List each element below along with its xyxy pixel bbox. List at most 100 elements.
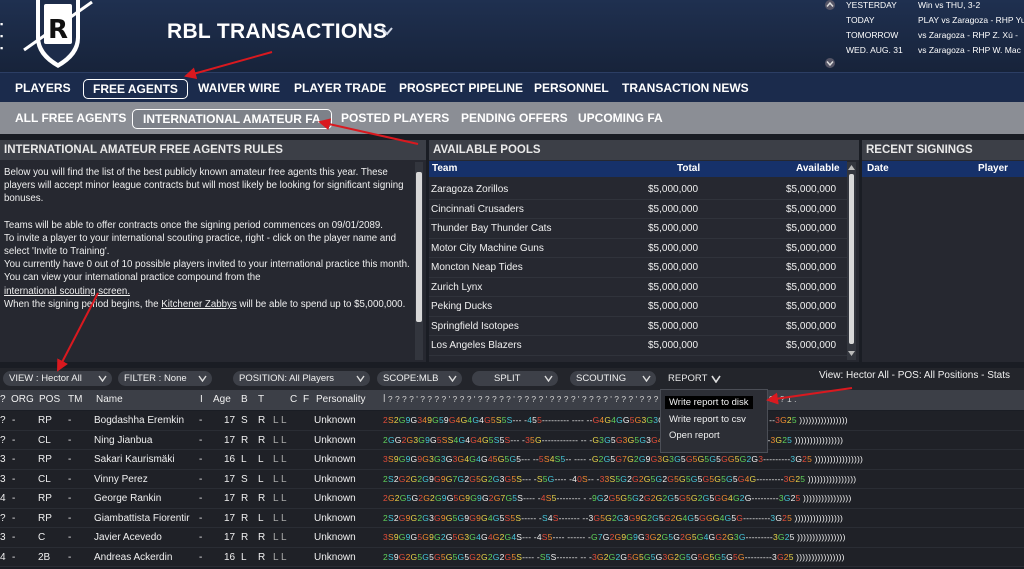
player-name[interactable]: Vinny Perez <box>94 473 148 485</box>
player-age: 17 <box>224 434 236 446</box>
table-row[interactable]: Motor City Machine Guns $5,000,000 $5,000,… <box>429 239 847 258</box>
schedule-row[interactable]: TOMORROW vs Zaragoza - RHP Z. Xú - <box>846 30 1018 40</box>
pool-total: $5,000,000 <box>648 340 699 351</box>
table-row[interactable]: Zaragoza Zorillos $5,000,000 $5,000,000 <box>429 180 847 200</box>
subtab-posted-players[interactable]: POSTED PLAYERS <box>341 111 450 125</box>
tab-free-agents[interactable]: FREE AGENTS <box>83 79 188 99</box>
col-team[interactable]: Team <box>432 163 458 174</box>
player-age: 17 <box>224 493 236 504</box>
scroll-up-icon[interactable] <box>824 0 836 10</box>
pools-scrollbar[interactable] <box>847 162 856 360</box>
table-row[interactable]: 3- CL - Vinny Perez -17 S L L L Unknown 2S2G2G2G9… <box>0 469 1024 489</box>
position-dropdown[interactable]: POSITION: All Players <box>233 371 370 386</box>
col-i[interactable]: I <box>200 394 203 405</box>
subtab-upcoming-fa[interactable]: UPCOMING FA <box>578 111 663 125</box>
scouting-dropdown[interactable]: SCOUTING <box>570 371 656 386</box>
player-cf: L L <box>273 551 287 563</box>
scouting-screen-link[interactable]: international scouting screen. <box>4 285 131 297</box>
col-player[interactable]: Player <box>978 163 1009 174</box>
scope-dropdown[interactable]: SCOPE:MLB <box>377 371 462 386</box>
col-b[interactable]: B <box>241 394 248 405</box>
table-row[interactable]: 3- C - Javier Acevedo -17 R R L L Unknown 3S9G9G5… <box>0 528 1024 548</box>
col-date[interactable]: Date <box>867 163 889 174</box>
col-available[interactable]: Available <box>796 163 840 174</box>
col-f[interactable]: F <box>303 394 310 405</box>
scroll-thumb[interactable] <box>416 172 422 322</box>
write-report-to-disk[interactable]: Write report to disk <box>665 396 753 409</box>
col-name[interactable]: Name <box>96 394 123 405</box>
schedule-row[interactable]: WED. AUG. 31 vs Zaragoza - RHP W. Mac <box>846 45 1021 55</box>
col-age[interactable]: Age <box>213 394 231 405</box>
col-personality[interactable]: Personality <box>316 394 366 405</box>
table-row[interactable]: ? - CL - Ning Jianbua -17 R R L L Unknown 2GG2G3G9… <box>0 430 1024 450</box>
player-name[interactable]: Andreas Ackerdin <box>94 551 173 563</box>
player-name[interactable]: Giambattista Fiorentir <box>94 512 190 524</box>
write-report-to-csv[interactable]: Write report to csv <box>669 414 746 425</box>
player-name[interactable]: Javier Acevedo <box>94 532 162 543</box>
scroll-down-icon[interactable] <box>847 350 856 357</box>
table-row[interactable]: ? - RP - Bogdashha Eremkin -17 S R L L Unknown 2S2… <box>0 411 1024 431</box>
col-c[interactable]: C <box>290 394 298 405</box>
open-report[interactable]: Open report <box>669 430 720 441</box>
split-dropdown[interactable]: SPLIT <box>472 371 558 386</box>
chevron-down-icon[interactable] <box>711 375 721 383</box>
subtab-all-free-agents[interactable]: ALL FREE AGENTS <box>15 111 127 125</box>
player-pos: RP <box>38 493 52 504</box>
player-name[interactable]: George Rankin <box>94 493 162 504</box>
player-ratings: 3S9G9G5G9G2G5G3G4G4G2G4S--- -4S5---- ---… <box>383 532 846 542</box>
player-tm: - <box>68 415 72 426</box>
col-tm[interactable]: TM <box>68 394 83 405</box>
rules-panel: INTERNATIONAL AMATEUR FREE AGENTS RULES … <box>0 140 426 362</box>
col-pos[interactable]: POS <box>39 394 61 405</box>
row-marker: ? <box>0 415 6 426</box>
table-row[interactable]: Cincinnati Crusaders $5,000,000 $5,000,000 <box>429 200 847 219</box>
player-tm: - <box>68 454 72 465</box>
scroll-thumb[interactable] <box>849 174 854 344</box>
col-total[interactable]: Total <box>677 163 701 174</box>
table-row[interactable]: Moncton Neap Tides $5,000,000 $5,000,000 <box>429 258 847 278</box>
table-row[interactable]: Zurich Lynx $5,000,000 $5,000,000 <box>429 278 847 297</box>
player-pos: RP <box>38 512 52 524</box>
table-row[interactable]: Peking Ducks $5,000,000 $5,000,000 <box>429 297 847 317</box>
player-name[interactable]: Ning Jianbua <box>94 434 153 446</box>
tab-players[interactable]: PLAYERS <box>15 81 71 95</box>
player-org: - <box>12 434 16 446</box>
player-pos: RP <box>38 415 52 426</box>
chevron-down-icon[interactable] <box>380 24 394 38</box>
player-throws: R <box>258 493 266 504</box>
col-t[interactable]: T <box>258 394 265 405</box>
table-row[interactable]: 4-2B - Andreas Ackerdin -16 L R L L Unknown 2S9G… <box>0 547 1024 567</box>
report-dropdown[interactable]: REPORT <box>668 373 708 384</box>
table-row[interactable]: ? - RP - Giambattista Fiorentir -17 R L L L Unkno… <box>0 508 1024 528</box>
subtab-pending-offers[interactable]: PENDING OFFERS <box>461 111 568 125</box>
player-org: - <box>12 415 16 426</box>
tab-waiver-wire[interactable]: WAIVER WIRE <box>198 81 281 95</box>
table-row[interactable]: 3- RP - Sakari Kaurismäki -16 L L L L Unknown 3S9… <box>0 450 1024 470</box>
subtab-international-amateur-fa[interactable]: INTERNATIONAL AMATEUR FA <box>132 109 332 129</box>
schedule-row[interactable]: TODAY PLAY vs Zaragoza - RHP Yu <box>846 15 1024 25</box>
table-row[interactable]: Thunder Bay Thunder Cats $5,000,000 $5,000… <box>429 219 847 239</box>
col-org[interactable]: ORG <box>11 394 34 405</box>
chevron-down-icon <box>544 375 553 382</box>
table-row[interactable]: 4- RP - George Rankin -17 R R L L Unknown 2G2G5G2… <box>0 489 1024 509</box>
scroll-up-icon[interactable] <box>847 164 856 171</box>
tab-transaction-news[interactable]: TRANSACTION NEWS <box>622 81 749 95</box>
player-age: 16 <box>224 454 236 465</box>
view-dropdown[interactable]: VIEW : Hector All <box>3 371 112 386</box>
player-name[interactable]: Sakari Kaurismäki <box>94 454 175 465</box>
player-name[interactable]: Bogdashha Eremkin <box>94 415 185 426</box>
rules-paragraph: To invite a player to your international… <box>4 232 397 258</box>
player-bats: L <box>241 454 247 465</box>
tab-player-trade[interactable]: PLAYER TRADE <box>294 81 387 95</box>
scroll-down-icon[interactable] <box>824 58 836 68</box>
tab-prospect-pipeline[interactable]: PROSPECT PIPELINE <box>399 81 524 95</box>
team-link[interactable]: Kitchener Zabbys <box>161 298 237 310</box>
tab-personnel[interactable]: PERSONNEL <box>534 81 609 95</box>
schedule-row[interactable]: YESTERDAY Win vs THU, 3-2 <box>846 0 981 10</box>
table-row[interactable]: Springfield Isotopes $5,000,000 $5,000,000 <box>429 317 847 336</box>
pool-total: $5,000,000 <box>648 301 699 312</box>
filter-dropdown[interactable]: FILTER : None <box>118 371 212 386</box>
col-ratings-headers[interactable]: ꟾ ? ? ? ? ' ? ? ? ? ' ? ? ? ' ? ? ? ? ? … <box>383 394 797 404</box>
rules-scrollbar[interactable] <box>415 162 423 360</box>
table-row[interactable]: Los Angeles Blazers $5,000,000 $5,000,000 <box>429 336 847 356</box>
